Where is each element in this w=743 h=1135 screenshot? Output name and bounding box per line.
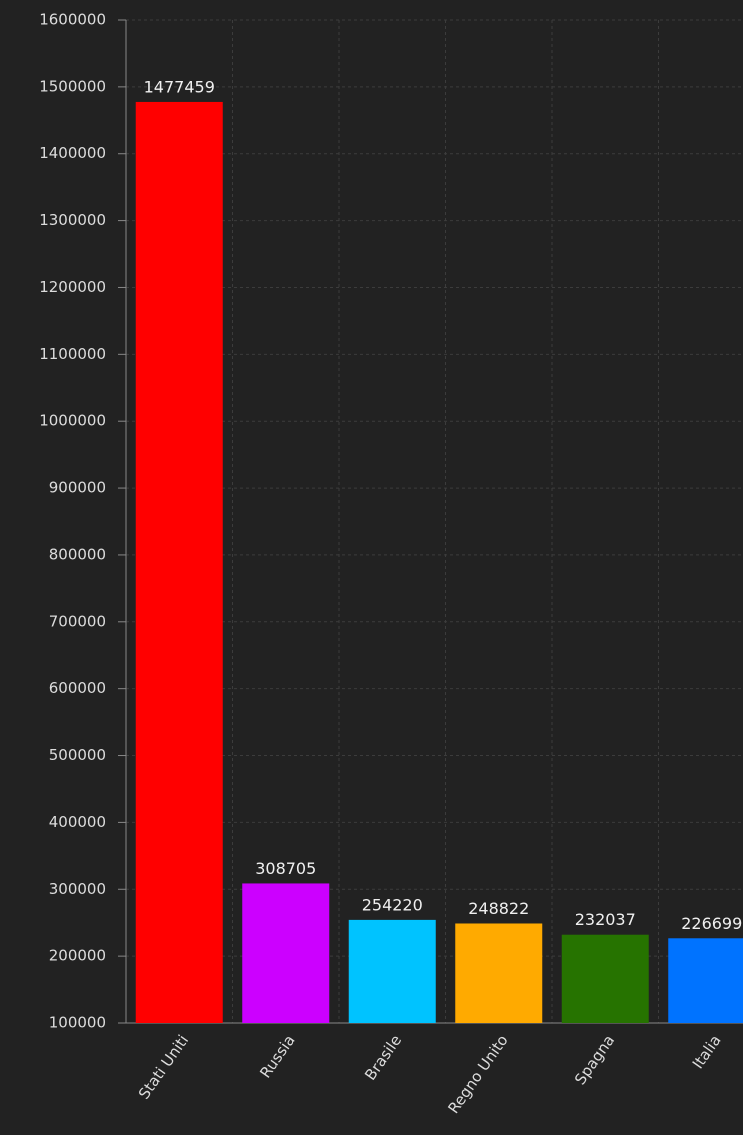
y-tick-label: 100000	[49, 1014, 106, 1032]
bar	[135, 101, 223, 1023]
data-label: 248822	[468, 899, 529, 918]
y-tick-label: 1600000	[39, 11, 106, 29]
data-label: 232037	[575, 910, 636, 929]
y-tick-label: 1400000	[39, 144, 106, 162]
bar	[668, 938, 743, 1023]
y-tick-label: 200000	[49, 947, 106, 965]
x-tick-label: Regno Unito	[444, 1032, 511, 1117]
data-label: 254220	[362, 895, 423, 914]
data-label: 308705	[255, 859, 316, 878]
bar	[455, 923, 543, 1023]
data-label: 226699	[681, 914, 742, 933]
y-tick-label: 600000	[49, 679, 106, 697]
y-tick-label: 500000	[49, 746, 106, 764]
y-tick-label: 1100000	[39, 345, 106, 363]
y-tick-label: 1200000	[39, 278, 106, 296]
y-tick-label: 1300000	[39, 211, 106, 229]
bar	[561, 934, 649, 1023]
y-tick-label: 900000	[49, 479, 106, 497]
data-label: 1477459	[144, 77, 215, 96]
bar	[242, 883, 330, 1023]
x-tick-label: Stati Uniti	[135, 1032, 192, 1103]
y-tick-label: 1500000	[39, 77, 106, 95]
x-tick-label: Italia	[689, 1032, 725, 1073]
x-tick-label: Spagna	[571, 1032, 618, 1089]
y-tick-label: 1000000	[39, 412, 106, 430]
bar	[348, 919, 436, 1023]
y-tick-label: 300000	[49, 880, 106, 898]
x-tick-label: Brasile	[361, 1032, 405, 1084]
y-tick-label: 800000	[49, 545, 106, 563]
y-tick-label: 400000	[49, 813, 106, 831]
x-tick-label: Russia	[256, 1032, 298, 1082]
y-tick-label: 700000	[49, 612, 106, 630]
